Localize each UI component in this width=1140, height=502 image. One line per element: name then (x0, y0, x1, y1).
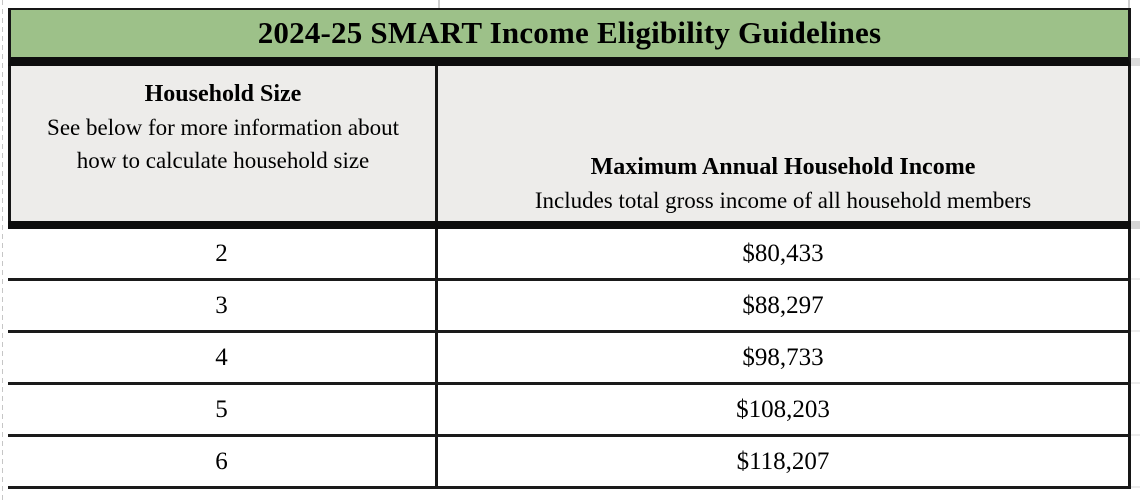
household-size-value: 3 (8, 281, 438, 330)
income-value: $98,733 (438, 333, 1131, 382)
income-value: $108,203 (438, 385, 1131, 434)
household-size-value: 5 (8, 385, 438, 434)
max-income-column-label: Maximum Annual Household Income (590, 154, 976, 180)
table-title: 2024-25 SMART Income Eligibility Guideli… (8, 8, 1131, 66)
gridline-stub-row3 (1131, 382, 1140, 384)
household-size-value: 2 (8, 229, 438, 278)
household-size-column-note: See below for more information about how… (47, 115, 399, 173)
spreadsheet-gridline-top-column (438, 0, 440, 8)
table-row: 3 $88,297 (8, 281, 1131, 333)
gridline-stub-row4 (1131, 434, 1140, 436)
header-cell-household-size: Household Size See below for more inform… (8, 66, 438, 221)
table-header-row: Household Size See below for more inform… (8, 66, 1131, 229)
household-size-value: 4 (8, 333, 438, 382)
gridline-stub-row2 (1131, 330, 1140, 332)
gridline-stub-row1 (1131, 278, 1140, 280)
income-value: $118,207 (438, 437, 1131, 486)
income-value: $88,297 (438, 281, 1131, 330)
eligibility-table: 2024-25 SMART Income Eligibility Guideli… (8, 8, 1131, 489)
table-body: 2 $80,433 3 $88,297 4 $98,733 5 $108,203… (8, 229, 1131, 489)
income-value: $80,433 (438, 229, 1131, 278)
border-spill-title (1131, 58, 1140, 66)
table-row: 2 $80,433 (8, 229, 1131, 281)
household-size-column-label: Household Size (144, 81, 302, 107)
spreadsheet-gridline-top-right (1128, 0, 1130, 8)
header-cell-max-income: Maximum Annual Household Income Includes… (438, 66, 1131, 221)
border-spill-header (1131, 221, 1140, 229)
spreadsheet-gridline-left (2, 0, 3, 502)
gridline-stub-row5 (1131, 486, 1140, 488)
table-row: 4 $98,733 (8, 333, 1131, 385)
table-row: 6 $118,207 (8, 437, 1131, 489)
max-income-column-note: Includes total gross income of all house… (534, 188, 1032, 213)
table-row: 5 $108,203 (8, 385, 1131, 437)
household-size-value: 6 (8, 437, 438, 486)
